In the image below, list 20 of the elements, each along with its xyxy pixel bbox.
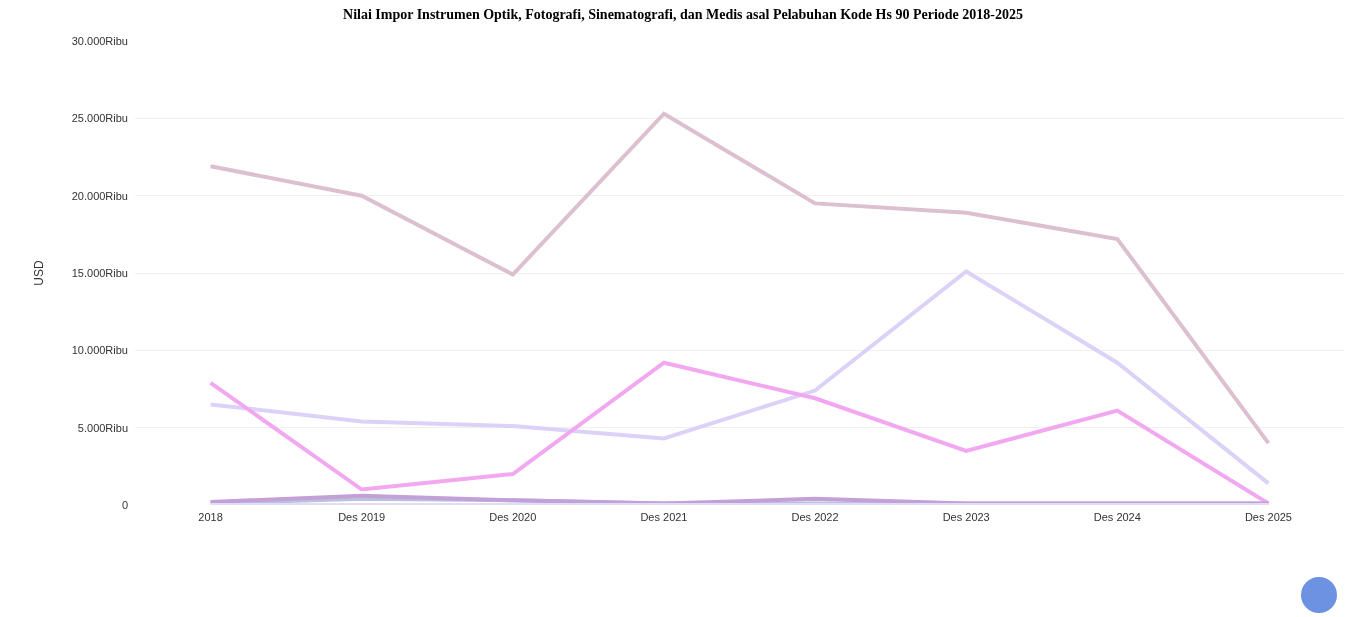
- x-tick-label: Des 2022: [791, 511, 839, 523]
- line-series: [208, 269, 1271, 486]
- y-tick-label: 30.000Ribu: [71, 34, 128, 47]
- x-tick-label: 2018: [198, 511, 223, 523]
- x-tick-label: Des 2024: [1093, 511, 1141, 523]
- x-tick-label: Des 2019: [338, 511, 386, 523]
- chart-title: Nilai Impor Instrumen Optik, Fotografi, Sinematografi, dan Medis asal Pelabuhan Kode Hs 90 Periode 2018-2025: [343, 7, 1023, 23]
- y-axis-title: USD: [32, 260, 47, 286]
- y-tick-label: 15.000Ribu: [71, 266, 128, 279]
- y-tick-label: 10.000Ribu: [71, 344, 128, 357]
- line-series: [208, 360, 1271, 505]
- line-series: [208, 111, 1271, 446]
- y-tick-label: 5.000Ribu: [77, 421, 128, 434]
- y-tick-label: 0: [121, 498, 128, 511]
- x-tick-label: Des 2020: [489, 511, 537, 523]
- x-tick-label: Des 2025: [1244, 511, 1292, 523]
- y-tick-label: 20.000Ribu: [71, 189, 128, 202]
- y-tick-label: 25.000Ribu: [71, 112, 128, 125]
- x-tick-label: Des 2023: [942, 511, 990, 523]
- x-tick-label: Des 2021: [640, 511, 688, 523]
